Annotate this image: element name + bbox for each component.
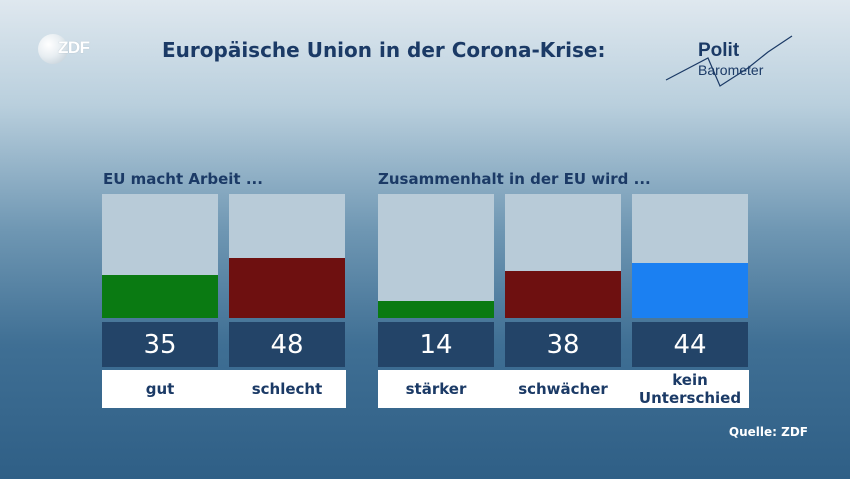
bar-frame — [632, 194, 748, 318]
politbarometer-check-icon — [665, 35, 793, 87]
category-label: kein Unterschied — [638, 371, 742, 407]
source-note: Quelle: ZDF — [728, 425, 808, 439]
group-label-zusammenhalt: Zusammenhalt in der EU wird ... — [378, 170, 651, 188]
politbarometer-bottom: Barometer — [698, 62, 764, 78]
politbarometer-logo: Polit Barometer — [664, 34, 799, 94]
bar-frame — [102, 194, 218, 318]
label-strip-zusammenhalt — [378, 370, 749, 408]
bar — [229, 258, 345, 318]
category-label: schlecht — [251, 380, 323, 398]
bar — [378, 300, 494, 318]
data-label: 35 — [102, 322, 218, 367]
group-label-eu-arbeit: EU macht Arbeit ... — [103, 170, 263, 188]
bar-frame — [229, 194, 345, 318]
data-label: 48 — [229, 322, 345, 367]
politbarometer-top: Polit — [698, 40, 740, 61]
category-label: schwächer — [518, 380, 608, 398]
category-label: stärker — [405, 380, 467, 398]
bar — [102, 274, 218, 318]
bar-frame — [505, 194, 621, 318]
bar — [505, 270, 621, 318]
label-strip-eu-arbeit — [102, 370, 346, 408]
page-title: Europäische Union in der Corona-Krise: — [162, 38, 606, 62]
zdf-logo: ZDF — [38, 34, 90, 64]
data-label: 14 — [378, 322, 494, 367]
data-label: 38 — [505, 322, 621, 367]
category-label: gut — [145, 380, 175, 398]
zdf-logo-icon — [38, 34, 68, 64]
data-label: 44 — [632, 322, 748, 367]
zdf-logo-text: ZDF — [58, 38, 90, 57]
bar — [632, 263, 748, 318]
bar-frame — [378, 194, 494, 318]
